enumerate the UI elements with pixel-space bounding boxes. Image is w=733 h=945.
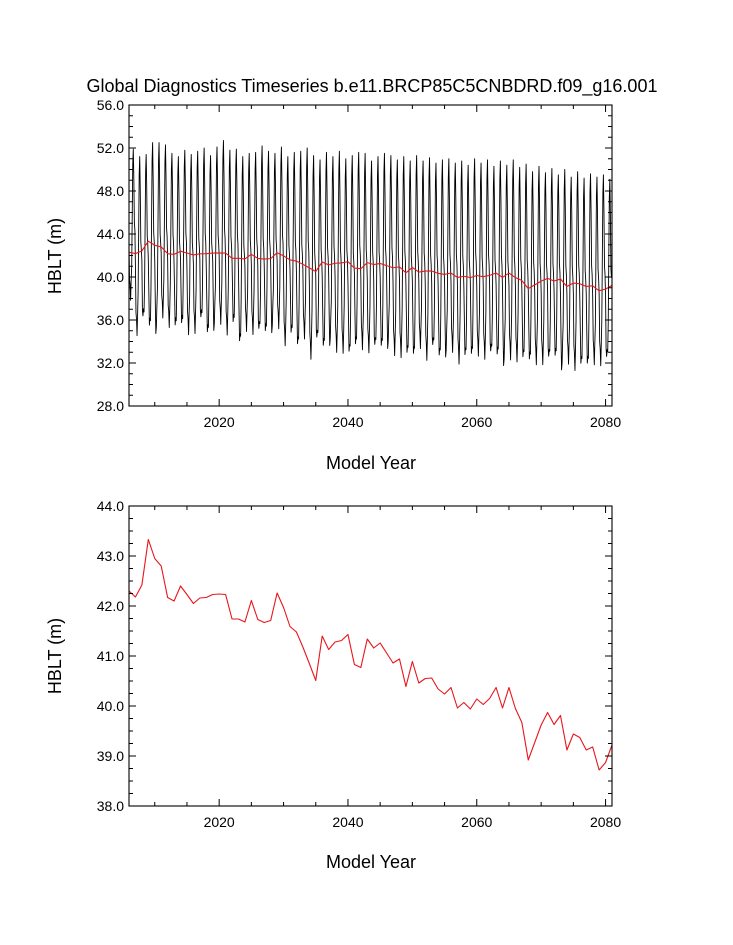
bottom-y-tick-label: 38.0 [97,798,124,814]
bottom-y-axis-label: HBLT (m) [45,618,65,694]
top-series-line-0 [128,140,612,371]
bottom-y-tick-label: 43.0 [97,548,124,564]
bottom-y-tick-label: 42.0 [97,598,124,614]
bottom-x-tick-label: 2040 [332,814,363,830]
top-x-tick-label: 2060 [461,414,492,430]
bottom-y-tick-label: 41.0 [97,648,124,664]
bottom-x-tick-label: 2020 [204,814,235,830]
top-y-axis-label: HBLT (m) [45,218,65,294]
top-x-tick-label: 2040 [332,414,363,430]
bottom-y-tick-label: 39.0 [97,748,124,764]
top-y-tick-label: 40.0 [97,269,124,285]
top-x-axis-label: Model Year [326,453,416,473]
bottom-series-line-0 [128,538,613,771]
bottom-frame [128,505,613,807]
top-plot-area: 28.0 32.0 36.0 40.0 44.0 48.0 52.0 56.0 2020 2040… [97,97,622,430]
top-chart-title: Global Diagnostics Timeseries b.e11.BRCP… [87,76,658,97]
top-y-tick-label: 32.0 [97,355,124,371]
bottom-y-tick-label: 40.0 [97,698,124,714]
top-y-tick-label: 48.0 [97,183,124,199]
bottom-x-tick-label: 2060 [461,814,492,830]
top-chart: Global Diagnostics Timeseries b.e11.BRCP… [45,76,657,473]
bottom-y-tick-label: 44.0 [97,498,124,514]
bottom-plot-area: 38.0 39.0 40.0 41.0 42.0 43.0 44.0 2020 2040 2060… [97,498,622,830]
top-y-tick-label: 52.0 [97,140,124,156]
top-y-tick-label: 36.0 [97,312,124,328]
top-y-tick-label: 44.0 [97,226,124,242]
top-y-tick-label: 28.0 [97,398,124,414]
top-y-tick-label: 56.0 [97,97,124,113]
top-series-line-1 [128,240,613,292]
bottom-x-axis-label: Model Year [326,852,416,872]
bottom-chart: 38.0 39.0 40.0 41.0 42.0 43.0 44.0 2020 2040 2060… [45,498,621,872]
top-x-tick-label: 2080 [590,414,621,430]
bottom-x-tick-label: 2080 [590,814,621,830]
top-x-tick-label: 2020 [204,414,235,430]
